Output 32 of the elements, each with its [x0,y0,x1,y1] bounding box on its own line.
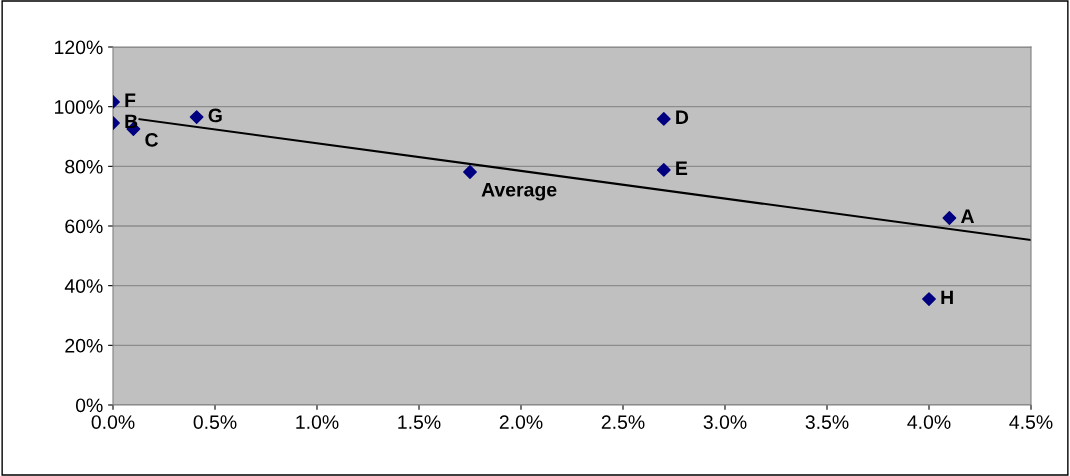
annotation: E [676,161,688,175]
point [656,111,671,126]
annotation: H [941,290,953,305]
annotation: D [676,110,689,124]
x-tick-label: 2.5% [601,415,645,429]
annotation: F [125,93,136,107]
point [463,165,477,179]
annotation: C [145,132,159,147]
x-tick-label: 4.0% [907,415,951,429]
x-tick-label: 2.0% [499,415,543,429]
y-tick-label: 100% [55,100,103,114]
x-tick-label: 3.0% [703,415,747,429]
x-tick-label: 0.0% [91,415,135,429]
annotation: Average [481,183,557,201]
x-tick-label: 0.5% [193,415,237,429]
y-tick-label: 60% [65,219,103,234]
point [189,110,204,125]
y-tick-label: 80% [65,159,103,174]
x-tick-label: 1.0% [296,415,339,429]
annotation: A [960,209,975,223]
annotation: G [208,108,222,123]
x-tick-label: 3.5% [805,415,849,429]
point [942,211,957,225]
point [922,292,936,306]
y-tick-label: 120% [55,40,103,55]
y-tick-label: 20% [65,338,103,353]
x-tick-label: 1.5% [398,415,441,429]
y-tick-label: 0% [75,398,103,413]
point [656,163,671,177]
x-tick-label: 4.5% [1009,415,1053,429]
y-tick-label: 40% [64,279,103,293]
annotation: B [125,114,138,129]
